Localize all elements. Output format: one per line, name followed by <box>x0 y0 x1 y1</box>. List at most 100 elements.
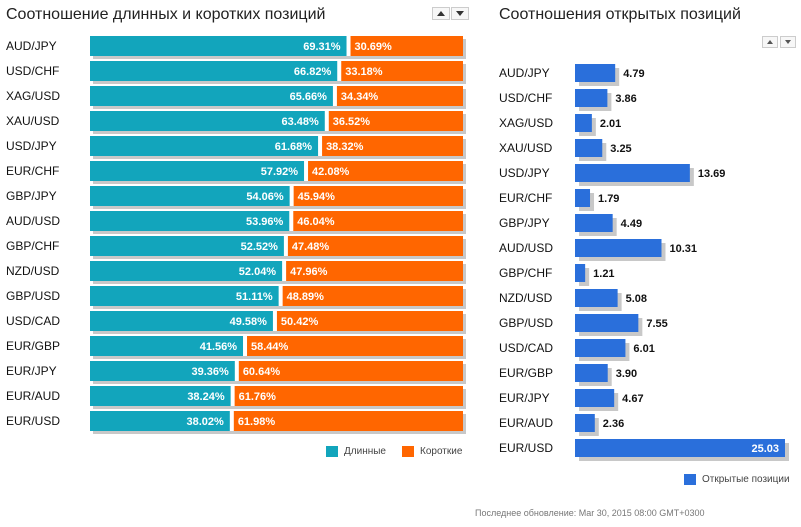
short-bar <box>274 311 463 331</box>
open-chart-title: Соотношения открытых позиций <box>499 6 741 23</box>
open-bar <box>575 239 662 257</box>
long-value-label: 52.04% <box>239 266 277 278</box>
sort-up-icon[interactable] <box>432 7 450 20</box>
pair-label: XAG/USD <box>499 116 553 130</box>
short-value-label: 34.34% <box>341 91 379 103</box>
bar-separator <box>283 236 288 256</box>
sort-up-icon[interactable] <box>762 36 778 48</box>
short-bar <box>280 286 463 306</box>
long-value-label: 66.82% <box>294 66 332 78</box>
long-value-label: 69.31% <box>303 41 341 53</box>
short-bar <box>245 336 463 356</box>
pair-label: EUR/AUD <box>6 389 60 403</box>
sort-down-icon[interactable] <box>451 7 469 20</box>
short-value-label: 42.08% <box>312 166 350 178</box>
short-value-label: 45.94% <box>298 191 336 203</box>
short-value-label: 58.44% <box>251 341 289 353</box>
pair-label: EUR/USD <box>6 414 60 428</box>
bar-separator <box>272 311 277 331</box>
open-value-label: 13.69 <box>698 168 726 180</box>
open-value-label: 3.25 <box>610 143 631 155</box>
short-value-label: 47.96% <box>290 266 328 278</box>
long-value-label: 63.48% <box>281 116 319 128</box>
pair-label: GBP/USD <box>499 316 553 330</box>
pair-label: GBP/JPY <box>499 216 550 230</box>
open-value-label: 2.01 <box>600 118 621 130</box>
bar-separator <box>324 111 329 131</box>
long-bar <box>90 261 285 281</box>
pair-label: EUR/JPY <box>6 364 57 378</box>
open-bar <box>575 214 613 232</box>
open-legend: Открытые позиции <box>684 474 790 485</box>
short-bar <box>320 136 463 156</box>
bar-separator <box>289 186 294 206</box>
pair-label: USD/JPY <box>6 139 57 153</box>
short-value-label: 47.48% <box>292 241 330 253</box>
open-value-label: 4.67 <box>622 393 643 405</box>
pair-label: EUR/GBP <box>499 366 553 380</box>
pair-label: AUD/JPY <box>6 39 57 53</box>
long-bar <box>90 411 232 431</box>
open-value-label: 3.90 <box>616 368 637 380</box>
legend-short-label: Короткие <box>420 446 463 457</box>
pair-label: XAU/USD <box>499 141 553 155</box>
long-bar <box>90 136 321 156</box>
short-bar <box>291 186 463 206</box>
pair-label: NZD/USD <box>6 264 60 278</box>
bar-separator <box>337 61 342 81</box>
long-bar <box>90 361 237 381</box>
last-updated: Последнее обновление: Mar 30, 2015 08:00… <box>475 508 705 518</box>
bar-separator <box>332 86 337 106</box>
pair-label: EUR/GBP <box>6 339 60 353</box>
pair-label: USD/CAD <box>499 341 553 355</box>
short-bar <box>334 86 463 106</box>
short-bar <box>236 361 463 381</box>
long-value-label: 41.56% <box>200 341 238 353</box>
pair-label: NZD/USD <box>499 291 553 305</box>
bar-separator <box>243 336 248 356</box>
short-bar <box>339 61 463 81</box>
pair-label: USD/CHF <box>6 64 59 78</box>
pair-label: EUR/AUD <box>499 416 553 430</box>
open-bar <box>575 439 785 457</box>
pair-label: USD/JPY <box>499 166 550 180</box>
short-value-label: 46.04% <box>297 216 335 228</box>
long-bar <box>90 161 307 181</box>
legend-open-swatch <box>684 474 696 485</box>
open-bar <box>575 364 608 382</box>
long-value-label: 57.92% <box>261 166 299 178</box>
open-value-label: 25.03 <box>751 443 779 455</box>
long-value-label: 54.06% <box>246 191 284 203</box>
open-value-label: 4.49 <box>621 218 642 230</box>
short-value-label: 36.52% <box>333 116 371 128</box>
pair-label: GBP/CHF <box>499 266 552 280</box>
open-bar <box>575 89 608 107</box>
long-value-label: 61.68% <box>275 141 313 153</box>
open-value-label: 2.36 <box>603 418 624 430</box>
bar-separator <box>346 36 351 56</box>
pair-label: GBP/JPY <box>6 189 57 203</box>
legend-long-label: Длинные <box>344 446 386 457</box>
short-value-label: 61.76% <box>239 391 277 403</box>
open-value-label: 6.01 <box>633 343 654 355</box>
long-bar <box>90 236 286 256</box>
legend-open-label: Открытые позиции <box>702 474 790 485</box>
short-value-label: 60.64% <box>243 366 281 378</box>
pair-label: AUD/JPY <box>499 66 550 80</box>
long-value-label: 38.02% <box>187 416 225 428</box>
bar-separator <box>278 286 283 306</box>
short-value-label: 38.32% <box>326 141 364 153</box>
long-value-label: 52.52% <box>241 241 279 253</box>
pair-label: EUR/JPY <box>499 391 550 405</box>
short-bar <box>285 236 463 256</box>
pair-label: EUR/USD <box>499 441 553 455</box>
ratio-chart-title: Соотношение длинных и коротких позиций <box>6 6 326 23</box>
pair-label: EUR/CHF <box>6 164 59 178</box>
sort-down-icon[interactable] <box>780 36 796 48</box>
open-bar <box>575 389 615 407</box>
bar-separator <box>234 361 239 381</box>
short-bar <box>232 386 463 406</box>
bar-separator <box>282 261 287 281</box>
bar-separator <box>318 136 323 156</box>
open-bar <box>575 339 626 357</box>
